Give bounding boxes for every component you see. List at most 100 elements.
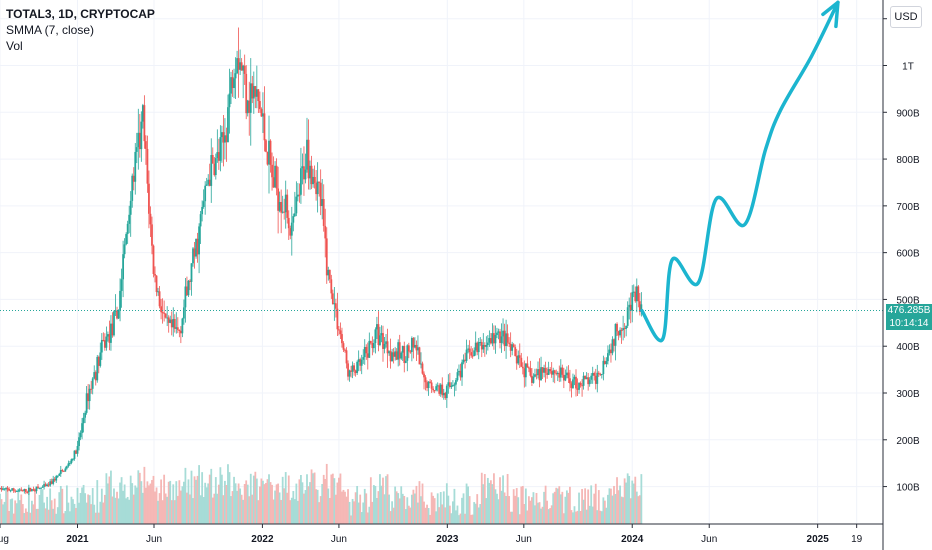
volume-bar [520, 486, 523, 524]
volume-bar [201, 472, 204, 524]
volume-bar [184, 467, 187, 524]
volume-bar [23, 513, 26, 524]
volume-bar [287, 475, 290, 524]
volume-bar [629, 498, 632, 524]
candle-body [526, 363, 529, 368]
candle-body [500, 336, 503, 343]
symbol-title[interactable]: TOTAL3, 1D, CRYPTOCAP [6, 7, 155, 21]
volume-bar [502, 475, 504, 524]
volume-bar [61, 488, 64, 524]
volume-bar [597, 490, 600, 524]
candle-body [310, 165, 313, 185]
volume-bar [189, 494, 191, 524]
volume-bar [471, 514, 474, 524]
volume-bar [122, 490, 125, 524]
volume-bar [202, 497, 205, 524]
volume-bar [236, 490, 238, 524]
candle-body [503, 330, 506, 347]
candle-body [379, 335, 381, 346]
volume-bar [485, 498, 488, 524]
candle-body [629, 304, 632, 311]
candle-body [31, 489, 33, 491]
volume-bar [167, 481, 170, 524]
candle-body [417, 347, 419, 351]
volume-bar [255, 478, 258, 524]
candle-body [38, 487, 41, 489]
volume-bar [82, 484, 85, 524]
volume-bar [59, 485, 62, 524]
candle-body [318, 181, 321, 183]
volume-bar [163, 474, 166, 524]
volume-bar [113, 488, 115, 524]
volume-bar [146, 481, 149, 524]
candle-body [342, 343, 345, 350]
volume-bar [268, 474, 270, 524]
candle-body [67, 463, 70, 467]
volume-bar [427, 508, 430, 524]
volume-bar [365, 493, 368, 524]
price-axis[interactable]: 100B200B300B400B500B600B700B800B900B1T1.… [883, 15, 920, 494]
candle-body [426, 382, 428, 389]
volume-bar [134, 485, 137, 524]
candle-body [401, 345, 404, 353]
volume-bar [496, 493, 498, 524]
volume-bar [289, 500, 292, 524]
candle-body [537, 369, 539, 376]
volume-bar [461, 497, 463, 524]
candle-body [572, 379, 574, 388]
volume-bar [331, 473, 334, 524]
volume-bars [0, 463, 643, 524]
candle-body [295, 196, 298, 214]
volume-bar [160, 479, 162, 524]
indicator-label[interactable]: SMMA (7, close) [6, 23, 95, 37]
volume-bar [579, 510, 582, 524]
volume-bar [462, 493, 465, 524]
volume-bar [376, 498, 378, 524]
currency-button[interactable]: USD [890, 6, 922, 28]
x-tick-label: Jun [701, 534, 717, 545]
candle-body [126, 223, 129, 235]
candle-body [564, 375, 567, 381]
candle-body [611, 339, 614, 354]
volume-bar [111, 496, 114, 524]
volume-bar [318, 502, 321, 524]
candle-body [459, 370, 462, 378]
volume-bar [135, 487, 138, 524]
candle-body [158, 291, 161, 307]
candle-body [254, 86, 257, 97]
volume-bar [503, 492, 506, 524]
candle-body [125, 234, 128, 245]
candle-body [562, 374, 565, 381]
volume-bar [593, 493, 596, 524]
candle-body [187, 280, 190, 296]
volume-bar [420, 496, 422, 524]
candle-body [559, 367, 562, 378]
candle-body [3, 488, 6, 490]
volume-bar [386, 474, 389, 524]
volume-bar [234, 483, 237, 524]
volume-bar [43, 502, 45, 524]
candle-body [395, 351, 398, 360]
volume-bar [486, 477, 489, 524]
candle-body [117, 309, 120, 319]
volume-label[interactable]: Vol [6, 39, 23, 53]
time-axis[interactable]: Aug 2021 Jun 2022 Jun 2023 Jun 2024 Jun 2025 19 [0, 524, 863, 545]
candle-body [339, 330, 342, 335]
volume-bar [9, 499, 12, 524]
volume-bar [73, 503, 76, 524]
volume-bar [120, 477, 123, 524]
candle-body [594, 375, 597, 384]
volume-bar [198, 465, 200, 524]
candle-body [290, 222, 293, 236]
candle-body [485, 345, 488, 347]
volume-bar [439, 492, 442, 524]
candle-body [316, 181, 319, 195]
volume-bar [271, 484, 273, 524]
volume-bar [572, 512, 574, 524]
candle-body [638, 301, 641, 312]
candle-body [429, 381, 432, 383]
candle-body [222, 132, 225, 143]
candle-body [623, 328, 626, 330]
candle-body [540, 367, 542, 381]
